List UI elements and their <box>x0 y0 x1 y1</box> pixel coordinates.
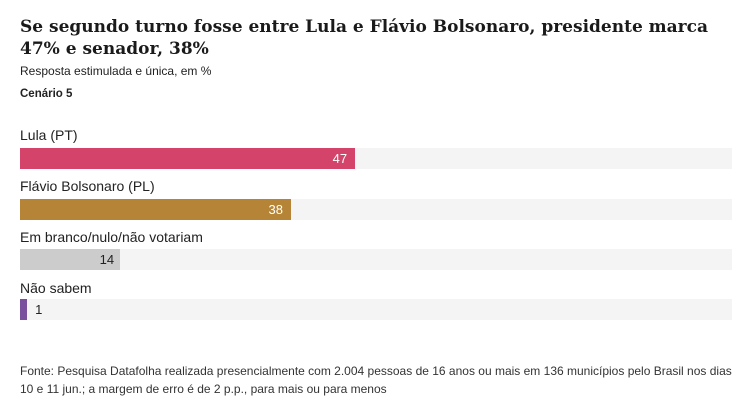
bar-value-label: 47 <box>332 151 348 166</box>
bar <box>20 199 291 220</box>
bar <box>20 249 120 270</box>
bar-track: 1 <box>20 299 732 320</box>
bar-track: 14 <box>20 249 732 270</box>
bar-value-label: 38 <box>268 202 284 217</box>
category-label: Lula (PT) <box>20 127 78 143</box>
category-label: Não sabem <box>20 280 92 296</box>
bar-value-label: 14 <box>99 252 115 267</box>
bar-track: 47 <box>20 148 732 169</box>
bar-track: 38 <box>20 199 732 220</box>
chart-subtitle: Resposta estimulada e única, em % <box>20 64 212 78</box>
category-label: Em branco/nulo/não votariam <box>20 229 203 245</box>
scenario-label: Cenário 5 <box>20 88 73 100</box>
category-label: Flávio Bolsonaro (PL) <box>20 178 155 194</box>
bar-value-label: 1 <box>35 302 43 317</box>
bar <box>20 299 28 320</box>
bar <box>20 148 355 169</box>
chart-title: Se segundo turno fosse entre Lula e Fláv… <box>20 17 709 59</box>
source-note: Fonte: Pesquisa Datafolha realizada pres… <box>20 364 732 396</box>
